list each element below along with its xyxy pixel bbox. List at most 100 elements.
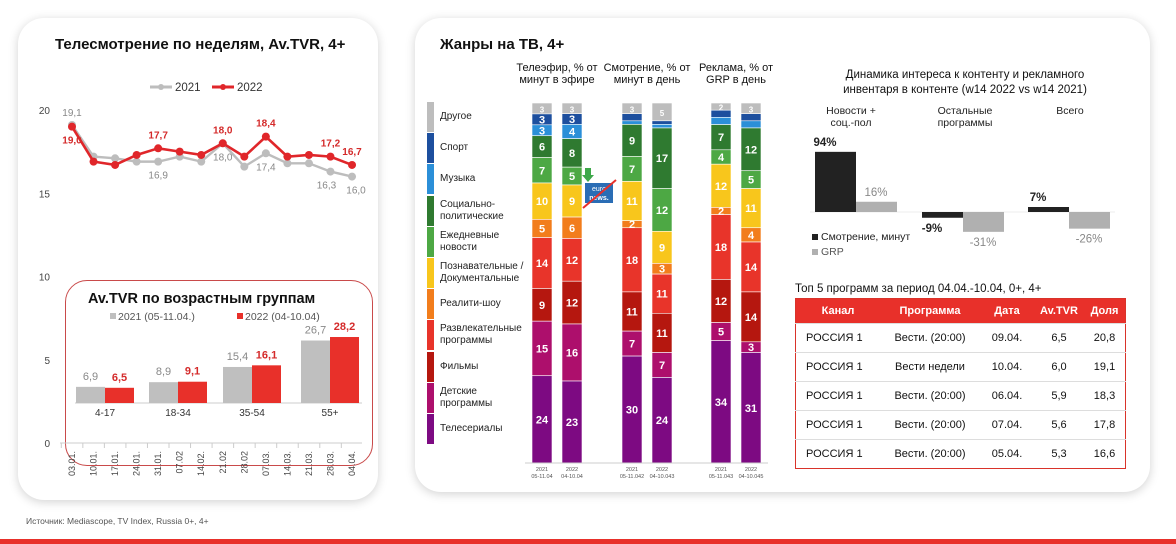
data-point	[175, 147, 184, 156]
legend-label-viewing: Смотрение, минут	[821, 231, 911, 243]
table-cell: Вести. (20:00)	[880, 323, 980, 353]
segment-label: 9	[539, 300, 545, 312]
bar-year: 2021	[625, 467, 639, 473]
segment-label: 14	[745, 262, 758, 274]
x-tick-label: 07.02	[175, 451, 185, 474]
genre-legend-item: Музыка	[427, 164, 527, 195]
bar-period: 05-11.042	[619, 474, 645, 480]
segment-label: 3	[748, 342, 754, 354]
segment-label: 2	[719, 104, 724, 113]
table-cell: 19,1	[1084, 352, 1126, 382]
segment-label: 18	[626, 255, 638, 267]
data-point	[304, 159, 313, 168]
segment-label: 9	[629, 135, 635, 147]
dynamics-label: 16%	[864, 187, 887, 199]
data-point	[197, 157, 206, 166]
legend-label: 2022 (04-10.04)	[245, 311, 320, 323]
data-point	[68, 122, 76, 131]
dynamics-bar	[963, 212, 1004, 232]
euronews-logo-text: euro	[592, 186, 606, 193]
col-date: Дата	[980, 298, 1034, 324]
data-point	[89, 157, 98, 166]
segment-label: 24	[656, 415, 669, 427]
segment-label: 11	[626, 196, 638, 208]
column-header-ads: Реклама, % от GRP в день	[699, 62, 773, 86]
genre-legend-item: Другое	[427, 102, 527, 132]
legend-marker	[158, 84, 164, 90]
stacked-segment	[740, 113, 762, 122]
segment-label: 3	[539, 114, 545, 126]
table-cell: 5,9	[1034, 381, 1084, 411]
table-cell: Вести. (20:00)	[880, 410, 980, 440]
segment-label: 5	[539, 223, 545, 235]
segment-label: 12	[715, 296, 727, 308]
data-point	[261, 149, 270, 158]
segment-label: 12	[566, 255, 578, 267]
genre-label: Музыка	[440, 173, 476, 185]
segment-label: 3	[540, 105, 545, 114]
genre-label: Детские программы	[440, 385, 493, 409]
data-point	[283, 159, 292, 168]
table-cell: 07.04.	[980, 410, 1034, 440]
x-tick-label: 03.01.	[67, 451, 77, 476]
segment-label: 5	[569, 171, 575, 183]
table-cell: 6,0	[1034, 352, 1084, 382]
y-tick-label: 0	[44, 439, 50, 450]
legend-label: 2022	[237, 82, 263, 94]
segment-label: 3	[749, 105, 754, 114]
category-total: Всего	[1056, 105, 1084, 117]
table-cell: Вести. (20:00)	[880, 381, 980, 411]
segment-label: 3	[570, 105, 575, 114]
bar-period: 04-10.043	[649, 474, 675, 480]
stacked-segment	[651, 124, 673, 129]
segment-label: 12	[745, 144, 757, 156]
down-arrow-icon	[582, 168, 594, 182]
genre-label: Спорт	[440, 142, 469, 154]
table-cell: Вести. (20:00)	[880, 439, 980, 469]
x-tick-label: 07.03.	[261, 451, 271, 476]
data-point	[154, 144, 163, 153]
data-point	[283, 152, 292, 161]
top5-title: Топ 5 программ за период 04.04.-10.04, 0…	[795, 283, 1042, 295]
segment-label: 11	[656, 328, 668, 340]
age-group-label: 4-17	[95, 408, 115, 419]
data-point	[132, 150, 141, 159]
segment-label: 23	[566, 417, 578, 429]
data-label: 16,3	[317, 181, 337, 192]
bar-year: 2022	[744, 467, 758, 473]
data-label: 19,0	[62, 136, 82, 147]
genre-legend-item: Развлекательные программы	[427, 320, 527, 351]
age-bar-label: 8,9	[156, 366, 171, 378]
y-tick-label: 20	[39, 106, 51, 117]
series-line-2021	[71, 124, 353, 178]
x-tick-label: 28.02	[239, 451, 249, 474]
table-cell: 5,6	[1034, 410, 1084, 440]
col-tvr: Av.TVR	[1034, 298, 1084, 324]
genre-swatch	[427, 226, 434, 257]
genre-legend-item: Спорт	[427, 133, 527, 164]
y-tick-label: 10	[39, 273, 51, 284]
segment-label: 2	[718, 206, 724, 218]
x-tick-label: 14.03.	[282, 451, 292, 476]
segment-label: 12	[566, 298, 578, 310]
y-tick-label: 15	[39, 189, 51, 200]
top5-table: Канал Программа Дата Av.TVR Доля РОССИЯ …	[795, 298, 1126, 469]
table-cell: 6,5	[1034, 323, 1084, 353]
genre-label: Познавательные / Документальные	[440, 261, 524, 284]
table-row: РОССИЯ 1 Вести. (20:00) 07.04. 5,6 17,8	[795, 410, 1126, 440]
segment-label: 14	[745, 312, 758, 324]
data-point	[111, 154, 120, 163]
data-point	[218, 139, 227, 148]
x-tick-label: 17.01.	[110, 451, 120, 476]
x-tick-label: 21.02	[218, 451, 228, 474]
table-row: РОССИЯ 1 Вести. (20:00) 05.04. 5,3 16,6	[795, 439, 1126, 469]
segment-label: 3	[659, 264, 665, 276]
genre-swatch	[427, 133, 434, 164]
segment-label: 12	[656, 205, 668, 217]
bar-period: 04-10.04	[561, 474, 583, 480]
genres-title: Жанры на ТВ, 4+	[440, 36, 565, 53]
dynamics-bar	[1028, 207, 1069, 212]
bar-period-label: 2021 05-11.043	[701, 467, 741, 481]
age-bar-label: 28,2	[334, 321, 355, 333]
dynamics-label: -9%	[922, 223, 942, 235]
